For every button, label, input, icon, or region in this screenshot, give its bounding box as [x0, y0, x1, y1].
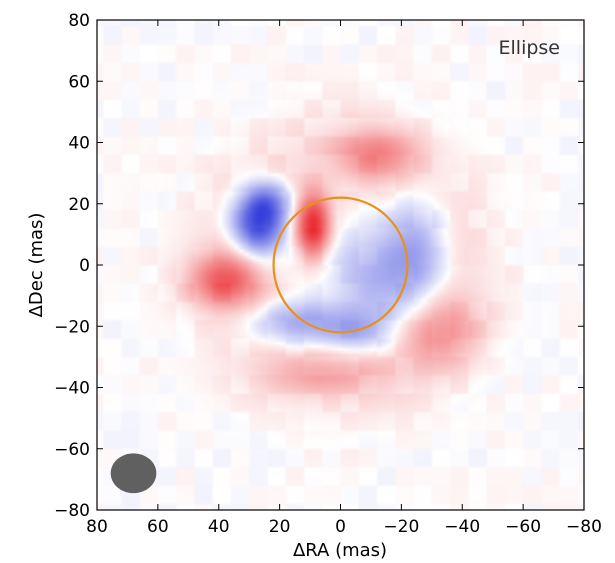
x-axis: 80 60 40 20 0 −20 −40 −60 −80 — [86, 20, 602, 537]
x-tick-label: 60 — [147, 517, 169, 537]
x-tick-label: 20 — [269, 517, 291, 537]
y-tick-label: 20 — [68, 195, 90, 215]
y-axis-label: ΔDec (mas) — [26, 213, 47, 318]
x-tick-label: −20 — [383, 517, 419, 537]
x-tick-label: −60 — [505, 517, 541, 537]
y-axis: −80 −60 −40 −20 0 20 40 60 80 — [54, 11, 584, 521]
x-tick-label: 0 — [335, 517, 346, 537]
x-tick-label: 80 — [86, 517, 108, 537]
y-tick-label: −60 — [54, 440, 90, 460]
beam-ellipse — [110, 453, 157, 494]
x-tick-label: 40 — [208, 517, 230, 537]
x-tick-label: −40 — [444, 517, 480, 537]
heatmap-image — [97, 20, 584, 510]
y-tick-label: −20 — [54, 317, 90, 337]
overlay-ellipse — [272, 196, 409, 334]
y-tick-label: 60 — [68, 72, 90, 92]
x-tick-label: −80 — [566, 517, 602, 537]
y-tick-label: −80 — [54, 501, 90, 521]
panel-label: Ellipse — [499, 37, 561, 59]
y-tick-label: 80 — [68, 11, 90, 31]
y-tick-label: 0 — [79, 256, 90, 276]
x-axis-label: ΔRA (mas) — [293, 540, 387, 561]
y-tick-label: −40 — [54, 379, 90, 399]
y-tick-label: 40 — [68, 134, 90, 154]
plot-area — [97, 20, 584, 510]
